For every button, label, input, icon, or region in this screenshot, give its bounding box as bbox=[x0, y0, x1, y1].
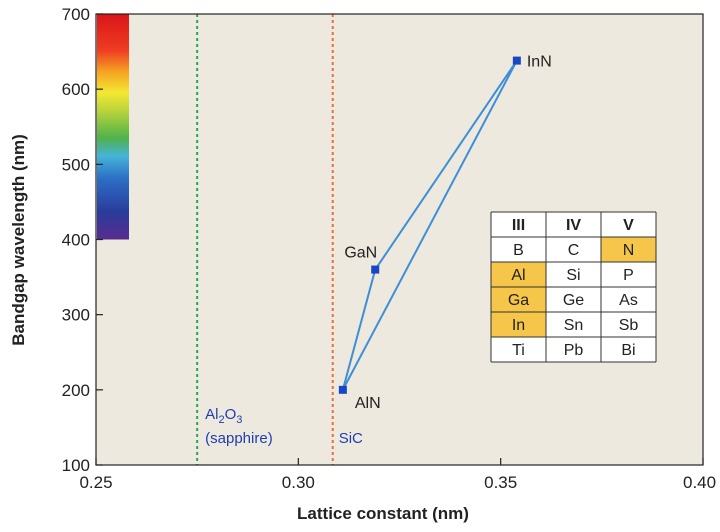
data-label: GaN bbox=[344, 245, 377, 262]
y-tick-label: 200 bbox=[62, 381, 90, 400]
series-line bbox=[341, 60, 518, 391]
reference-label-line2: (sapphire) bbox=[205, 430, 273, 447]
table-cell: Bi bbox=[621, 342, 635, 359]
table-cell: In bbox=[512, 317, 525, 334]
table-cell: C bbox=[568, 242, 580, 259]
y-tick-label: 600 bbox=[62, 80, 90, 99]
table-header: III bbox=[512, 217, 525, 234]
spectrum-bar bbox=[97, 14, 129, 240]
y-tick-label: 300 bbox=[62, 306, 90, 325]
data-label: InN bbox=[527, 54, 552, 71]
table-header: V bbox=[623, 217, 634, 234]
table-cell: N bbox=[623, 242, 635, 259]
y-axis-title: Bandgap wavelength (nm) bbox=[9, 134, 28, 346]
y-tick-label: 100 bbox=[62, 456, 90, 475]
data-point-inn bbox=[512, 56, 521, 65]
table-cell: Ga bbox=[508, 292, 529, 309]
y-tick-label: 700 bbox=[62, 5, 90, 24]
reference-label: Al2O3 bbox=[205, 406, 242, 426]
x-tick-label: 0.40 bbox=[683, 473, 716, 492]
table-cell: P bbox=[623, 267, 634, 284]
table-cell: B bbox=[513, 242, 524, 259]
y-tick-label: 400 bbox=[62, 231, 90, 250]
x-tick-label: 0.30 bbox=[282, 473, 315, 492]
periodic-table: III IV V B C N Al Si P Ga Ge As In Sn Sb Ti Pb Bi bbox=[490, 211, 657, 363]
x-axis-title: Lattice constant (nm) bbox=[297, 504, 469, 523]
table-cell: Sn bbox=[564, 317, 584, 334]
table-cell: Ge bbox=[563, 292, 584, 309]
highlight-cell bbox=[491, 287, 546, 312]
table-cell: Si bbox=[566, 267, 580, 284]
data-label: AlN bbox=[355, 395, 381, 412]
table-cell: As bbox=[619, 292, 638, 309]
highlight-cell bbox=[491, 312, 546, 337]
highlight-cell bbox=[491, 262, 546, 287]
table-header: IV bbox=[566, 217, 581, 234]
table-cell: Al bbox=[511, 267, 525, 284]
table-cell: Ti bbox=[512, 342, 525, 359]
reference-label: SiC bbox=[339, 430, 363, 447]
table-cell: Sb bbox=[619, 317, 639, 334]
y-tick-label: 500 bbox=[62, 155, 90, 174]
data-point-aln bbox=[338, 385, 347, 394]
table-cell: Pb bbox=[564, 342, 584, 359]
x-tick-label: 0.35 bbox=[484, 473, 517, 492]
x-tick-label: 0.25 bbox=[79, 473, 112, 492]
data-point-gan bbox=[371, 265, 380, 274]
highlight-cell bbox=[601, 237, 656, 262]
